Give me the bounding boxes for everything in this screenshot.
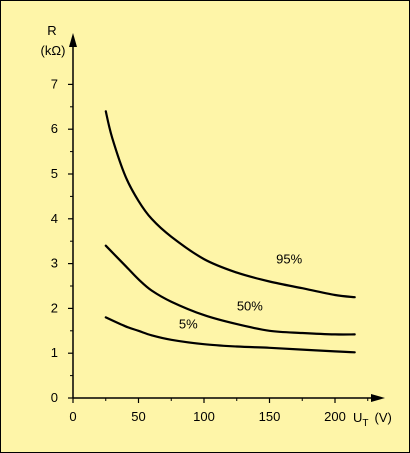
y-axis-title: R [47,23,56,38]
y-tick-label: 3 [51,256,58,271]
y-tick-label: 1 [51,345,58,360]
x-axis-unit: (V) [375,410,392,425]
series-line [104,244,356,336]
series-label: 5% [179,317,198,332]
y-tick-label: 6 [51,121,58,136]
y-tick-label: 0 [51,390,58,405]
series-line [104,316,356,354]
x-axis-arrow [371,394,385,402]
x-axis-symbol: U [353,410,362,425]
series-label: 50% [237,299,263,314]
y-axis-unit: (kΩ) [41,43,66,58]
x-axis-subscript: T [362,418,368,429]
axes [69,33,385,402]
x-tick-label: 50 [131,409,145,424]
x-tick-label: 150 [259,409,281,424]
y-tick-label: 2 [51,300,58,315]
x-tick-label: 100 [193,409,215,424]
ticks: 0 1 2 3 4 5 6 7 0 50 100 150 200 [51,76,369,424]
y-tick-label: 4 [51,211,58,226]
series-line [104,110,356,299]
series-layer: 95% 50% 5% [104,110,356,354]
y-axis-arrow [69,33,77,47]
x-tick-label: 200 [324,409,346,424]
y-tick-label: 5 [51,166,58,181]
x-tick-label: 0 [69,409,76,424]
y-tick-label: 7 [51,76,58,91]
series-label: 95% [276,252,302,267]
x-axis-title: UT (V) [353,410,392,429]
